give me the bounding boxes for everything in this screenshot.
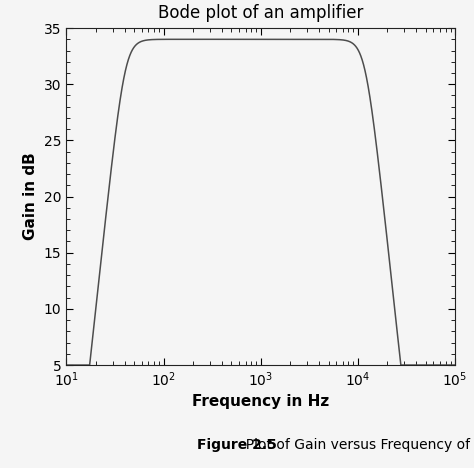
Y-axis label: Gain in dB: Gain in dB: [23, 153, 38, 241]
X-axis label: Frequency in Hz: Frequency in Hz: [192, 394, 329, 409]
Title: Bode plot of an amplifier: Bode plot of an amplifier: [158, 4, 364, 22]
Text: Plot of Gain versus Frequency of an Amplifier: Plot of Gain versus Frequency of an Ampl…: [237, 438, 474, 452]
Text: Figure 2.5: Figure 2.5: [197, 438, 277, 452]
